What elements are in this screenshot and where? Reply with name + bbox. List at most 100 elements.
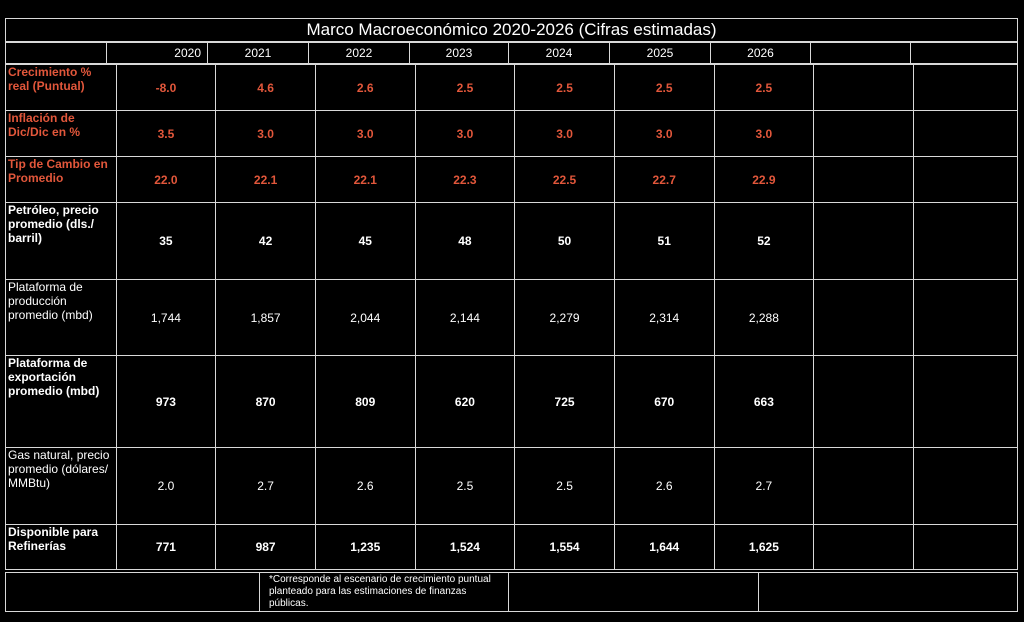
value-cell: 2,144 <box>414 279 516 356</box>
macro-table: Crecimiento % real (Puntual) -8.0 4.6 2.6 2.… <box>5 64 1019 570</box>
header-empty-cell <box>910 42 1018 64</box>
value-cell: 22.1 <box>314 156 416 203</box>
header-year-2025: 2025 <box>609 42 711 64</box>
empty-cell <box>813 64 914 111</box>
value-cell: 2.5 <box>514 64 615 111</box>
empty-cell <box>813 156 914 203</box>
empty-cell <box>813 447 914 525</box>
value-cell: 22.3 <box>414 156 516 203</box>
value-cell: 1,857 <box>215 279 316 356</box>
value-cell: 2,314 <box>613 279 715 356</box>
table-title: Marco Macroeconómico 2020-2026 (Cifras e… <box>5 18 1018 42</box>
header-empty-cell <box>810 42 911 64</box>
value-cell: 771 <box>115 524 217 570</box>
empty-cell <box>912 355 1019 448</box>
row-label: Tip de Cambio en Promedio <box>5 156 117 203</box>
value-cell: 22.5 <box>514 156 615 203</box>
table-row: Plataforma de producción promedio (mbd) 1… <box>5 279 1019 356</box>
value-cell: 2.0 <box>115 447 217 525</box>
value-cell: 2,279 <box>514 279 615 356</box>
value-cell: 670 <box>613 355 715 448</box>
table-row: Inflación de Dic/Dic en % 3.5 3.0 3.0 3.0 3.0… <box>5 110 1019 157</box>
empty-cell <box>912 447 1019 525</box>
header-year-2021: 2021 <box>207 42 309 64</box>
row-label: Petróleo, precio promedio (dls./ barril) <box>5 202 117 280</box>
value-cell: 987 <box>215 524 316 570</box>
empty-cell <box>912 156 1019 203</box>
table-row: Plataforma de exportación promedio (mbd)… <box>5 355 1019 448</box>
empty-cell <box>912 524 1019 570</box>
value-cell: 870 <box>215 355 316 448</box>
footer-empty-cell <box>5 572 260 612</box>
value-cell: 2.5 <box>713 64 815 111</box>
empty-cell <box>912 279 1019 356</box>
header-year-2022: 2022 <box>308 42 410 64</box>
value-cell: 2.7 <box>713 447 815 525</box>
empty-cell <box>912 64 1019 111</box>
value-cell: 725 <box>514 355 615 448</box>
table-row: Petróleo, precio promedio (dls./ barril)… <box>5 202 1019 280</box>
value-cell: 22.7 <box>613 156 715 203</box>
empty-cell <box>813 202 914 280</box>
value-cell: 52 <box>713 202 815 280</box>
value-cell: 2.6 <box>613 447 715 525</box>
header-year-2024: 2024 <box>508 42 610 64</box>
header-year-2020: 2020 <box>106 42 208 64</box>
footer-empty-cell <box>758 572 1018 612</box>
value-cell: 2.5 <box>414 64 516 111</box>
value-cell: 1,625 <box>713 524 815 570</box>
value-cell: 3.0 <box>314 110 416 157</box>
value-cell: 2,288 <box>713 279 815 356</box>
empty-cell <box>813 524 914 570</box>
value-cell: 42 <box>215 202 316 280</box>
row-label: Plataforma de producción promedio (mbd) <box>5 279 117 356</box>
footer-empty-cell <box>508 572 759 612</box>
value-cell: 35 <box>115 202 217 280</box>
empty-cell <box>813 355 914 448</box>
table-row: Tip de Cambio en Promedio 22.0 22.1 22.1 22.… <box>5 156 1019 203</box>
value-cell: 1,524 <box>414 524 516 570</box>
header-empty-cell <box>5 42 107 64</box>
value-cell: 50 <box>514 202 615 280</box>
value-cell: 3.0 <box>215 110 316 157</box>
value-cell: 2.6 <box>314 64 416 111</box>
value-cell: 2.5 <box>414 447 516 525</box>
row-label: Disponible para Refinerías <box>5 524 117 570</box>
value-cell: 45 <box>314 202 416 280</box>
empty-cell <box>813 110 914 157</box>
value-cell: 3.0 <box>613 110 715 157</box>
value-cell: 809 <box>314 355 416 448</box>
header-year-2026: 2026 <box>710 42 811 64</box>
value-cell: 4.6 <box>215 64 316 111</box>
empty-cell <box>912 202 1019 280</box>
value-cell: 3.0 <box>414 110 516 157</box>
value-cell: 22.9 <box>713 156 815 203</box>
value-cell: 48 <box>414 202 516 280</box>
value-cell: -8.0 <box>115 64 217 111</box>
value-cell: 973 <box>115 355 217 448</box>
value-cell: 1,744 <box>115 279 217 356</box>
value-cell: 2.7 <box>215 447 316 525</box>
value-cell: 3.5 <box>115 110 217 157</box>
value-cell: 1,235 <box>314 524 416 570</box>
row-label: Gas natural, precio promedio (dólares/ M… <box>5 447 117 525</box>
value-cell: 1,554 <box>514 524 615 570</box>
value-cell: 3.0 <box>713 110 815 157</box>
value-cell: 663 <box>713 355 815 448</box>
value-cell: 2.5 <box>613 64 715 111</box>
table-row: Disponible para Refinerías 771 987 1,235 1,5… <box>5 524 1019 570</box>
value-cell: 1,644 <box>613 524 715 570</box>
value-cell: 3.0 <box>514 110 615 157</box>
header-year-2023: 2023 <box>409 42 509 64</box>
value-cell: 2.6 <box>314 447 416 525</box>
value-cell: 22.1 <box>215 156 316 203</box>
value-cell: 22.0 <box>115 156 217 203</box>
row-label: Inflación de Dic/Dic en % <box>5 110 117 157</box>
value-cell: 2.5 <box>514 447 615 525</box>
value-cell: 51 <box>613 202 715 280</box>
empty-cell <box>912 110 1019 157</box>
footnote: *Corresponde al escenario de crecimiento… <box>259 572 509 612</box>
row-label: Plataforma de exportación promedio (mbd) <box>5 355 117 448</box>
table-row: Gas natural, precio promedio (dólares/ M… <box>5 447 1019 525</box>
